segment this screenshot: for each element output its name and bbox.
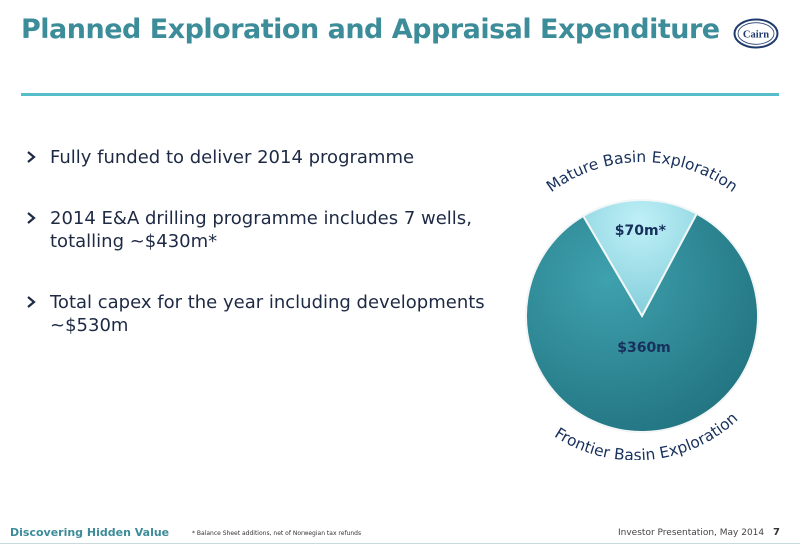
footer-tagline: Discovering Hidden Value [10, 526, 170, 539]
bullet-item: Total capex for the year including devel… [24, 291, 494, 337]
data-label-frontier-basin: $360m [617, 340, 671, 356]
bullet-text: Fully funded to deliver 2014 programme [50, 147, 415, 168]
category-label-mature-basin: Mature Basin Exploration [543, 150, 741, 196]
bullet-item: Fully funded to deliver 2014 programme [24, 146, 494, 169]
pie-slice-frontier-basin [525, 212, 759, 433]
pie-slice-mature-basin [581, 199, 699, 319]
title-divider [21, 93, 779, 96]
footer-presentation-title: Investor Presentation, May 2014 [618, 528, 765, 538]
bullet-item: 2014 E&A drilling programme includes 7 w… [24, 207, 494, 253]
bullet-text: 2014 E&A drilling programme includes 7 w… [50, 208, 472, 252]
expenditure-pie-chart: Mature Basin Exploration Frontier Basin … [525, 150, 759, 460]
footnote: * Balance Sheet additions, net of Norweg… [192, 530, 362, 537]
footer-divider [0, 543, 800, 544]
slide-title: Planned Exploration and Appraisal Expend… [21, 14, 720, 45]
bullet-list: Fully funded to deliver 2014 programme 2… [24, 146, 494, 375]
arrow-bullet-icon [27, 296, 36, 308]
arrow-bullet-icon [27, 151, 36, 163]
data-label-mature-basin: $70m* [615, 223, 667, 239]
page-number: 7 [773, 527, 780, 538]
cairn-logo: Cairn [733, 18, 779, 49]
arrow-bullet-icon [27, 212, 36, 224]
logo-text: Cairn [743, 30, 769, 41]
bullet-text: Total capex for the year including devel… [50, 292, 485, 336]
